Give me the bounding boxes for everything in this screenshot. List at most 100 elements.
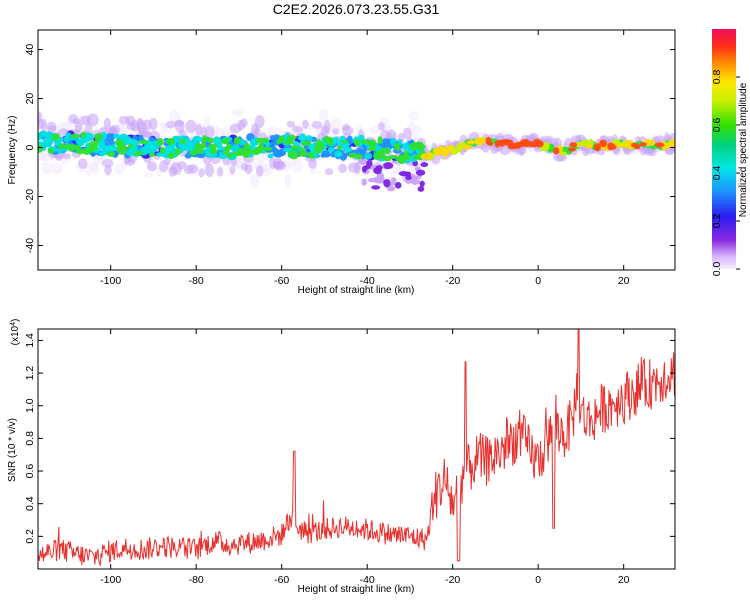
heatmap-cell <box>128 143 134 149</box>
heatmap-cell <box>585 143 593 149</box>
heatmap-cell <box>138 139 149 145</box>
heatmap-cell <box>405 174 412 180</box>
heatmap-cell <box>68 113 79 124</box>
heatmap-cell <box>512 142 519 149</box>
heatmap-cell <box>476 137 485 146</box>
heatmap-cell <box>289 151 299 160</box>
x-tick-label: 0 <box>535 275 541 287</box>
heatmap-cell <box>393 144 400 149</box>
heatmap-cell <box>466 139 476 145</box>
heatmap-cell <box>133 150 144 156</box>
heatmap-cell <box>278 135 285 144</box>
colorbar: 0.0 0.2 0.4 0.6 0.8 Normalized spectral ampl… <box>711 29 749 276</box>
heatmap-cell <box>378 175 385 184</box>
heatmap-cell <box>166 138 175 146</box>
heatmap-cell <box>156 138 164 146</box>
heatmap-cell <box>250 123 259 137</box>
heatmap-cell <box>390 137 397 146</box>
heatmap-cell <box>200 142 207 149</box>
x-tick-label: -40 <box>360 275 375 287</box>
y-tick-label: 0.8 <box>24 431 36 446</box>
y-tick-label: 0 <box>24 144 36 150</box>
heatmap-cell <box>654 142 665 148</box>
heatmap-cell <box>194 142 202 151</box>
heatmap-cell <box>462 144 472 150</box>
heatmap-cell <box>237 148 246 153</box>
heatmap-cell <box>341 139 349 144</box>
heatmap-cell <box>38 118 45 130</box>
heatmap-cell <box>114 139 125 147</box>
heatmap-cell <box>593 143 601 152</box>
heatmap-cell <box>380 151 386 160</box>
heatmap-cell <box>174 147 181 156</box>
heatmap-cell <box>142 119 152 131</box>
heatmap-cell <box>400 155 407 162</box>
heatmap-cell <box>284 138 294 145</box>
heatmap-cell <box>205 163 215 178</box>
snr-series-line <box>38 329 675 566</box>
heatmap-cell <box>327 147 334 153</box>
colorbar-tick-label: 0.4 <box>711 166 723 181</box>
heatmap-cell <box>60 153 72 160</box>
heatmap-cell <box>391 177 397 186</box>
heatmap-cell <box>639 142 647 147</box>
heatmap-cell <box>390 165 397 178</box>
heatmap-cell <box>364 152 373 160</box>
heatmap-cell <box>174 119 185 127</box>
x-tick-label: -20 <box>445 574 460 586</box>
y-tick-label: 1.0 <box>24 398 36 413</box>
heatmap-cell <box>299 147 306 154</box>
chart-title: C2E2.2026.073.23.55.G31 <box>273 1 440 17</box>
heatmap-cell <box>41 161 53 175</box>
x-tick-label: 20 <box>618 574 630 586</box>
heatmap-cell <box>84 123 93 135</box>
snr-panel: -100 -80 -60 -40 -20 0 20 0.2 0.4 0.6 0.8 1.0 1.2 1.4… <box>7 319 676 595</box>
heatmap-cell <box>88 141 99 149</box>
heatmap-cell <box>146 161 158 172</box>
heatmap-cell <box>358 157 367 165</box>
heatmap-cell <box>74 122 83 133</box>
heatmap-cell <box>65 132 72 139</box>
heatmap-cell <box>318 108 329 121</box>
heatmap-cell <box>256 165 264 177</box>
heatmap-cell <box>51 133 60 141</box>
heatmap-cell <box>47 148 55 154</box>
heatmap-cell <box>208 143 218 149</box>
colorbar-tick-label: 0.6 <box>711 118 723 133</box>
heatmap-cell <box>417 186 425 192</box>
heatmap-cell <box>132 135 138 141</box>
heatmap-cell <box>292 125 304 133</box>
heatmap-cell <box>249 173 260 188</box>
heatmap-cell <box>354 138 360 147</box>
heatmap-cell <box>83 135 94 142</box>
heatmap-cell <box>394 182 402 189</box>
heatmap-cell <box>523 139 530 148</box>
spectrogram-heatmap <box>38 108 675 192</box>
x-tick-label: -100 <box>100 574 121 586</box>
heatmap-cell <box>148 136 154 142</box>
heatmap-cell <box>373 151 382 161</box>
heatmap-cell <box>375 165 383 171</box>
spectrogram-panel: -100 -80 -60 -40 -20 0 20 -40 -20 0 20 40 Height of… <box>7 29 676 296</box>
heatmap-cell <box>185 119 197 134</box>
heatmap-cell <box>369 125 381 134</box>
heatmap-cell <box>409 142 419 151</box>
heatmap-cell <box>80 131 87 138</box>
heatmap-cell <box>340 142 350 150</box>
x-tick-label: -80 <box>189 275 204 287</box>
heatmap-cell <box>170 162 182 175</box>
spectrogram-frame <box>37 29 676 271</box>
heatmap-cell <box>114 164 126 175</box>
heatmap-cell <box>415 169 426 176</box>
heatmap-cell <box>263 146 273 152</box>
y-tick-label: -40 <box>24 238 36 253</box>
heatmap-cell <box>386 185 396 192</box>
heatmap-cell <box>616 143 624 148</box>
heatmap-cell <box>77 158 88 169</box>
x-tick-label: -80 <box>189 574 204 586</box>
snr-frame <box>37 328 676 570</box>
spectrogram-axes: -100 -80 -60 -40 -20 0 20 -40 -20 0 20 40 <box>24 30 675 287</box>
heatmap-cell <box>244 163 253 175</box>
heatmap-cell <box>338 163 348 173</box>
heatmap-cell <box>130 119 140 132</box>
